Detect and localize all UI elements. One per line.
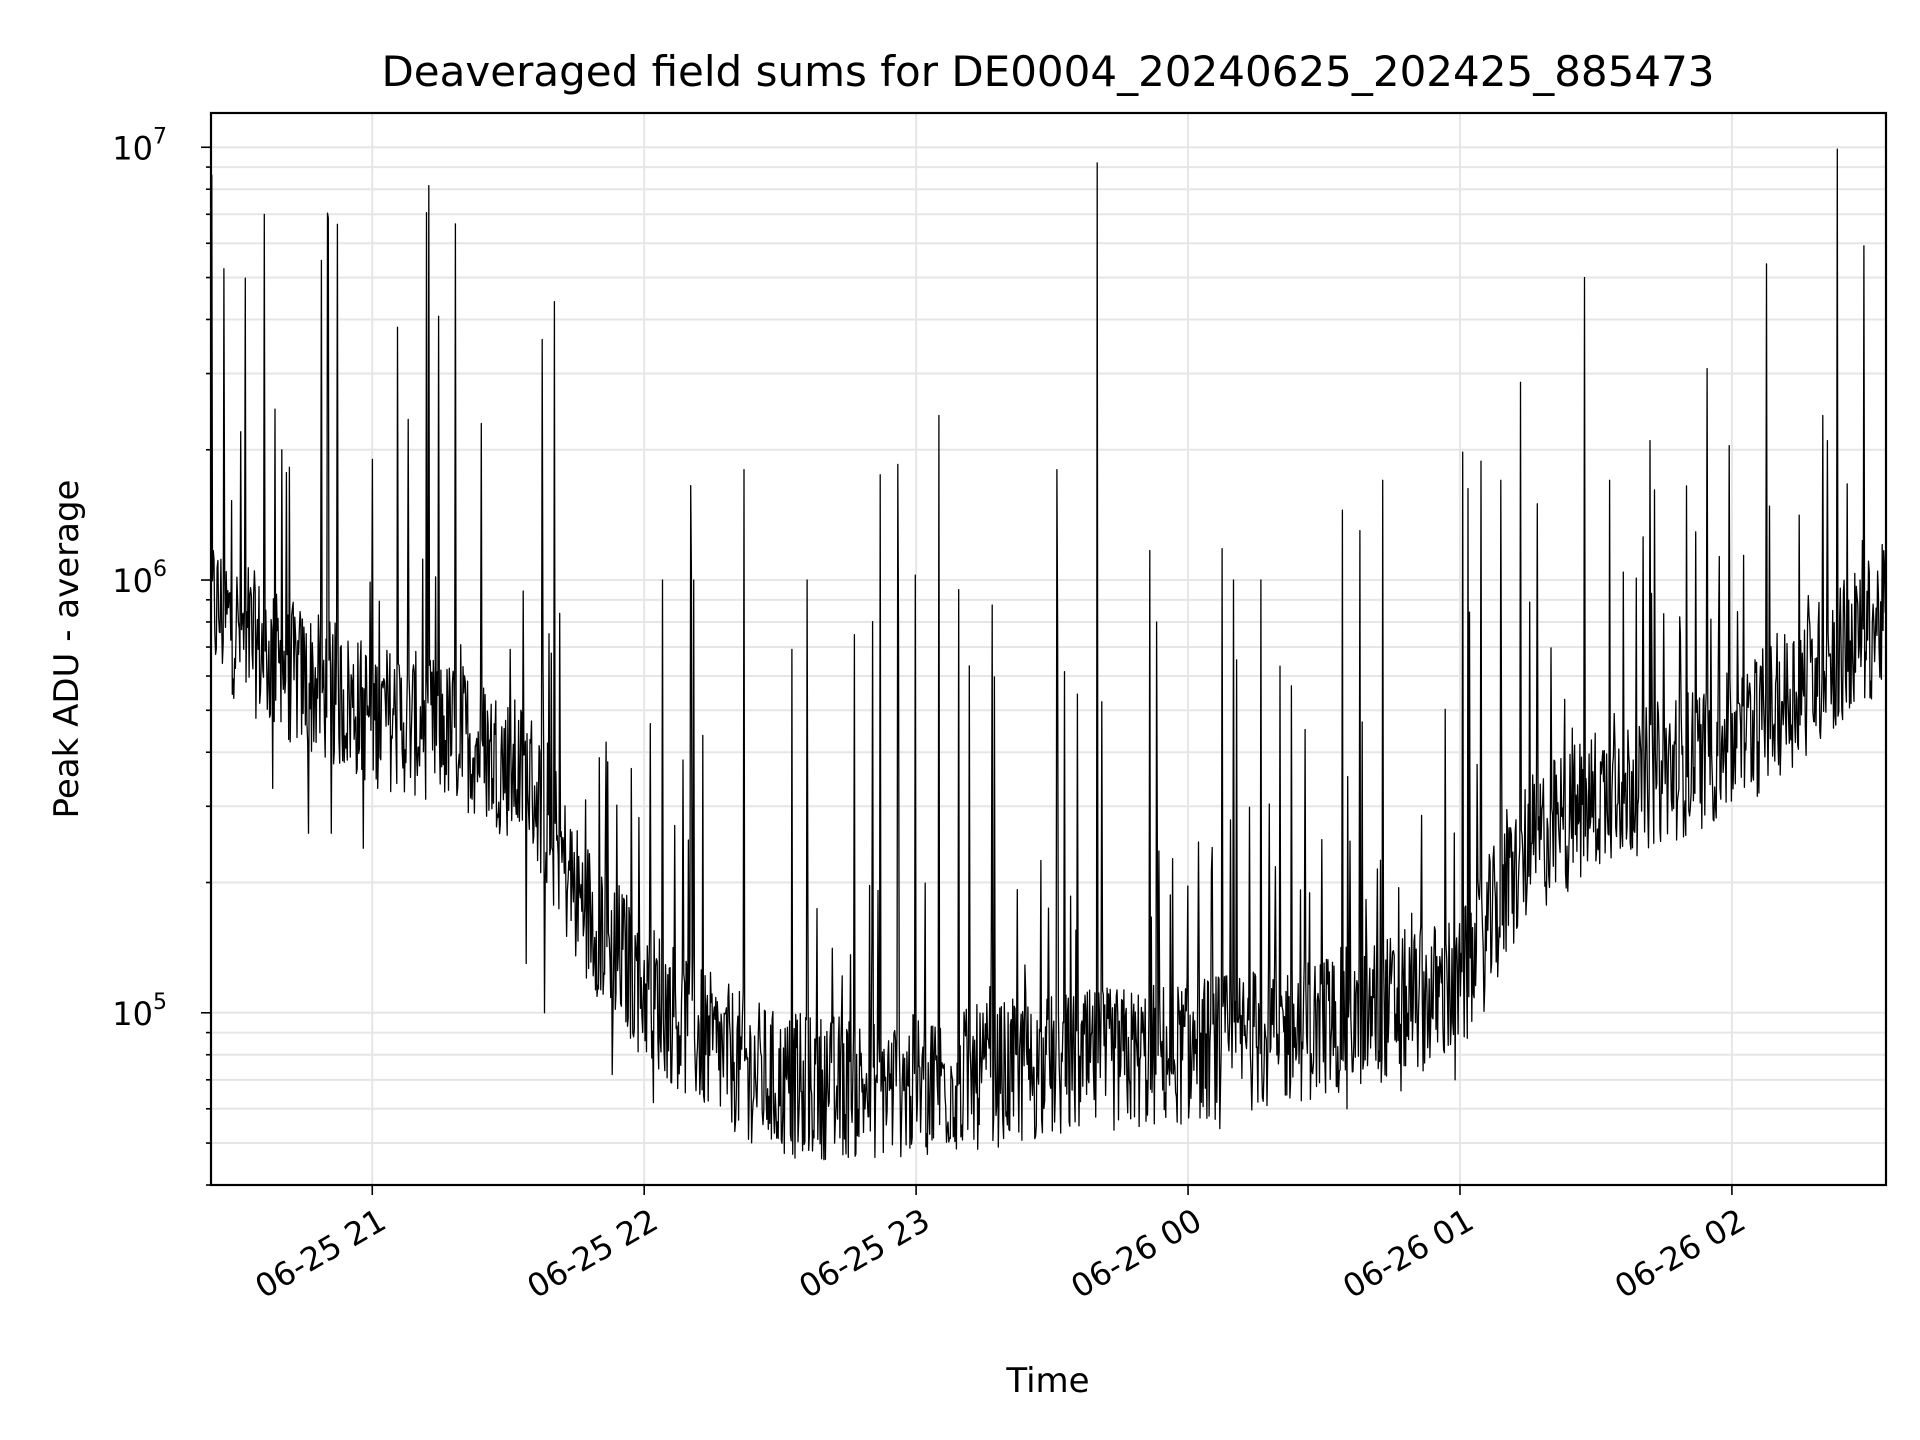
y-tick-base: 10 (112, 129, 153, 167)
y-tick-label: 107 (112, 124, 167, 167)
y-axis-title: Peak ADU - average (47, 480, 87, 819)
y-tick-label: 106 (112, 557, 167, 600)
series-line (211, 148, 1886, 1161)
y-tick-exponent: 5 (153, 990, 167, 1015)
y-tick-label: 105 (112, 990, 167, 1033)
y-tick-exponent: 7 (153, 124, 167, 149)
grid (211, 113, 1886, 1186)
plot-area (211, 148, 1886, 1161)
x-axis-title: Time (1005, 1361, 1089, 1401)
y-tick-base: 10 (112, 995, 153, 1033)
y-tick-exponent: 6 (153, 557, 167, 582)
plot-frame (209, 111, 1888, 1187)
y-tick-base: 10 (112, 562, 153, 600)
chart-title: Deaveraged field sums for DE0004_2024062… (381, 47, 1714, 96)
